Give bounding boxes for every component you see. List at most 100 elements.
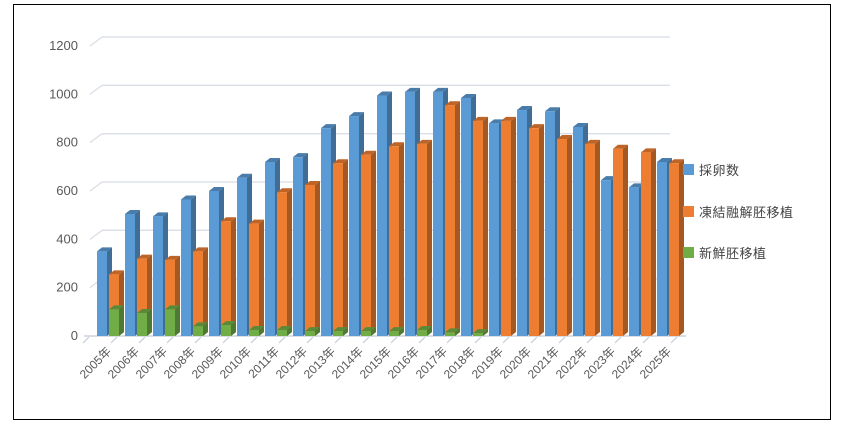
y-gridline-diagonal xyxy=(89,229,103,240)
bar-series-2-2024年-side xyxy=(651,148,656,336)
bar-series-3-2006年-top xyxy=(137,309,152,314)
bar-series-2-2009年-front xyxy=(221,221,231,336)
bar-series-3-2008年-top xyxy=(193,322,208,327)
x-axis-tick xyxy=(278,336,286,344)
bar-series-1-2009年-front xyxy=(209,191,219,336)
bar-series-3-2017年-top xyxy=(445,328,460,333)
bar-series-2-2025年-top xyxy=(669,159,684,164)
bar-series-1-2025年-top xyxy=(657,158,672,162)
bar-series-2-2019年-front xyxy=(501,120,511,337)
bar-series-1-2015年-front xyxy=(377,95,387,337)
legend-item-series-2[interactable]: 凍結融解胚移植 xyxy=(683,202,794,221)
x-axis-tick xyxy=(642,336,650,344)
bar-series-2-2006年-top xyxy=(137,254,152,259)
bar-series-2-2024年-top xyxy=(641,148,656,153)
bar-series-1-2005年-front xyxy=(97,251,107,336)
bar-series-1-2018年-top xyxy=(461,93,476,98)
bar-series-3-2015年-top xyxy=(389,327,404,332)
x-axis-tick xyxy=(138,336,146,344)
bar-series-1-2010年-top xyxy=(237,173,252,178)
bar-series-3-2011年-front xyxy=(277,329,287,336)
bar-series-2-2020年-top xyxy=(529,124,544,129)
bar-series-3-2012年-side xyxy=(315,327,320,336)
y-axis-tick-label: 400 xyxy=(56,231,78,246)
bar-series-1-2015年-top xyxy=(377,91,392,96)
bar-series-1-2019年-front xyxy=(489,123,499,336)
y-axis-tick-label: 1200 xyxy=(49,38,78,53)
legend-swatch-series-1-icon xyxy=(683,164,694,175)
bar-series-1-2023年-front xyxy=(601,180,611,336)
bar-series-2-2009年-side xyxy=(231,217,236,336)
bar-series-2-2014年-front xyxy=(361,154,371,336)
bar-series-2-2009年-top xyxy=(221,217,236,222)
bar-series-2-2025年-side xyxy=(679,159,684,336)
legend-item-series-1[interactable]: 採卵数 xyxy=(683,160,740,179)
bar-series-3-2010年-front xyxy=(249,329,259,336)
bar-series-2-2015年-front xyxy=(389,146,399,336)
bar-series-2-2013年-side xyxy=(343,159,348,336)
bar-series-1-2020年-top xyxy=(517,106,532,111)
bar-series-3-2008年-front xyxy=(193,326,203,336)
x-axis-tick xyxy=(614,336,622,344)
x-axis-tick xyxy=(306,336,314,344)
bar-series-3-2017年-side xyxy=(455,328,460,336)
bar-series-3-2010年-side xyxy=(259,325,264,336)
bar-series-3-2006年-front xyxy=(137,313,147,336)
bar-series-2-2022年-side xyxy=(595,139,600,336)
bar-series-2-2007年-top xyxy=(165,255,180,260)
x-axis-tick xyxy=(222,336,230,344)
bar-series-2-2005年-front xyxy=(109,274,119,336)
legend-label-series-2: 凍結融解胚移植 xyxy=(699,205,794,220)
bar-series-1-2011年-top xyxy=(265,158,280,162)
bar-series-2-2018年-side xyxy=(483,116,488,337)
y-axis-tick-label: 200 xyxy=(56,280,78,295)
y-gridline-diagonal xyxy=(89,36,103,47)
bar-series-2-2015年-side xyxy=(399,142,404,336)
bar-series-2-2008年-top xyxy=(193,247,208,252)
x-axis-tick xyxy=(418,336,426,344)
x-axis-tick xyxy=(474,336,482,344)
bar-series-3-2016年-front xyxy=(417,329,427,336)
bar-series-3-2008年-side xyxy=(203,322,208,336)
bar-series-3-2014年-top xyxy=(361,327,376,332)
bar-series-1-2008年-front xyxy=(181,199,191,336)
bar-series-1-2006年-front xyxy=(125,213,135,336)
bar-series-3-2009年-front xyxy=(221,325,231,336)
bar-series-3-2005年-side xyxy=(119,305,124,336)
bar-series-1-2012年-front xyxy=(293,157,303,336)
bar-series-2-2016年-side xyxy=(427,139,432,336)
y-gridline-diagonal xyxy=(89,84,103,95)
bar-series-2-2017年-side xyxy=(455,101,460,336)
bar-series-1-2014年-front xyxy=(349,116,359,336)
bar-series-2-2018年-top xyxy=(473,116,488,121)
bar-series-2-2012年-side xyxy=(315,180,320,336)
bar-series-3-2015年-side xyxy=(399,327,404,336)
bar-series-2-2017年-front xyxy=(445,105,455,336)
bar-series-3-2014年-side xyxy=(371,327,376,336)
bar-series-2-2025年-front xyxy=(669,163,679,336)
bar-series-2-2010年-front xyxy=(249,223,259,336)
legend-item-series-3[interactable]: 新鮮胚移植 xyxy=(683,243,767,262)
bar-series-1-2016年-front xyxy=(405,91,415,337)
bar-series-2-2021年-top xyxy=(557,135,572,140)
bar-series-3-2018年-front xyxy=(473,333,483,336)
bar-series-3-2015年-front xyxy=(389,331,399,336)
x-axis-tick xyxy=(250,336,258,344)
x-axis-label-2010年: 2010年 xyxy=(217,344,254,381)
x-axis-tick xyxy=(194,336,202,344)
legend-label-series-3: 新鮮胚移植 xyxy=(699,246,767,261)
y-axis-tick-label: 600 xyxy=(56,183,78,198)
bar-series-2-2014年-side xyxy=(371,150,376,336)
bar-series-2-2014年-top xyxy=(361,150,376,155)
bar-series-1-2021年-top xyxy=(545,107,560,112)
x-axis-label-2025年: 2025年 xyxy=(637,344,674,381)
x-axis-tick xyxy=(586,336,594,344)
bar-series-1-2019年-top xyxy=(489,119,504,124)
bar-series-3-2011年-top xyxy=(277,325,292,330)
bar-series-2-2017年-top xyxy=(445,101,460,106)
bar-series-2-2012年-front xyxy=(305,184,315,336)
bar-series-1-2005年-top xyxy=(97,247,112,252)
x-axis-tick xyxy=(670,336,678,344)
